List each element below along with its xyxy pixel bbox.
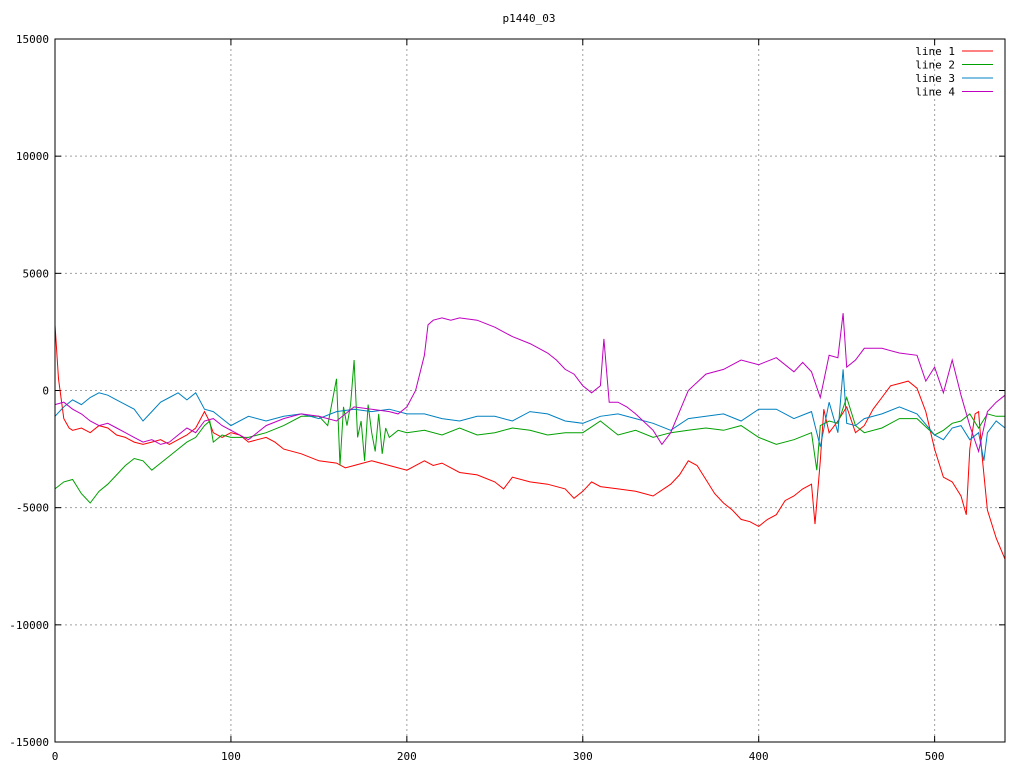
x-tick-label: 200: [397, 750, 417, 763]
x-tick-label: 400: [749, 750, 769, 763]
series-group: [54, 313, 1006, 560]
x-tick-label: 0: [52, 750, 59, 763]
series-line-3: [54, 369, 1006, 461]
x-tick-label: 500: [925, 750, 945, 763]
legend-label-3: line 3: [915, 72, 955, 85]
y-tick-label: -10000: [9, 619, 49, 632]
x-tick-label: 300: [573, 750, 593, 763]
x-tick-label: 100: [221, 750, 241, 763]
series-line-1: [54, 324, 1006, 560]
y-tick-label: 0: [42, 385, 49, 398]
legend-label-4: line 4: [915, 86, 955, 99]
y-tick-label: -5000: [16, 502, 49, 515]
series-line-2: [54, 359, 1005, 504]
y-tick-label: 5000: [23, 267, 50, 280]
plot-frame: [54, 38, 1006, 743]
series-line-4: [54, 313, 1006, 454]
legend-label-1: line 1: [915, 45, 955, 58]
axis-ticks: 0 100 200 300 400 500 -15000 -10000 -5000 0 5000 10…: [9, 33, 1005, 763]
y-tick-label: 10000: [16, 150, 49, 163]
chart-title: p1440_03: [503, 12, 556, 25]
y-tick-label: 15000: [16, 33, 49, 46]
y-tick-label: -15000: [9, 736, 49, 749]
grid: [55, 39, 1005, 742]
legend-label-2: line 2: [915, 59, 955, 72]
